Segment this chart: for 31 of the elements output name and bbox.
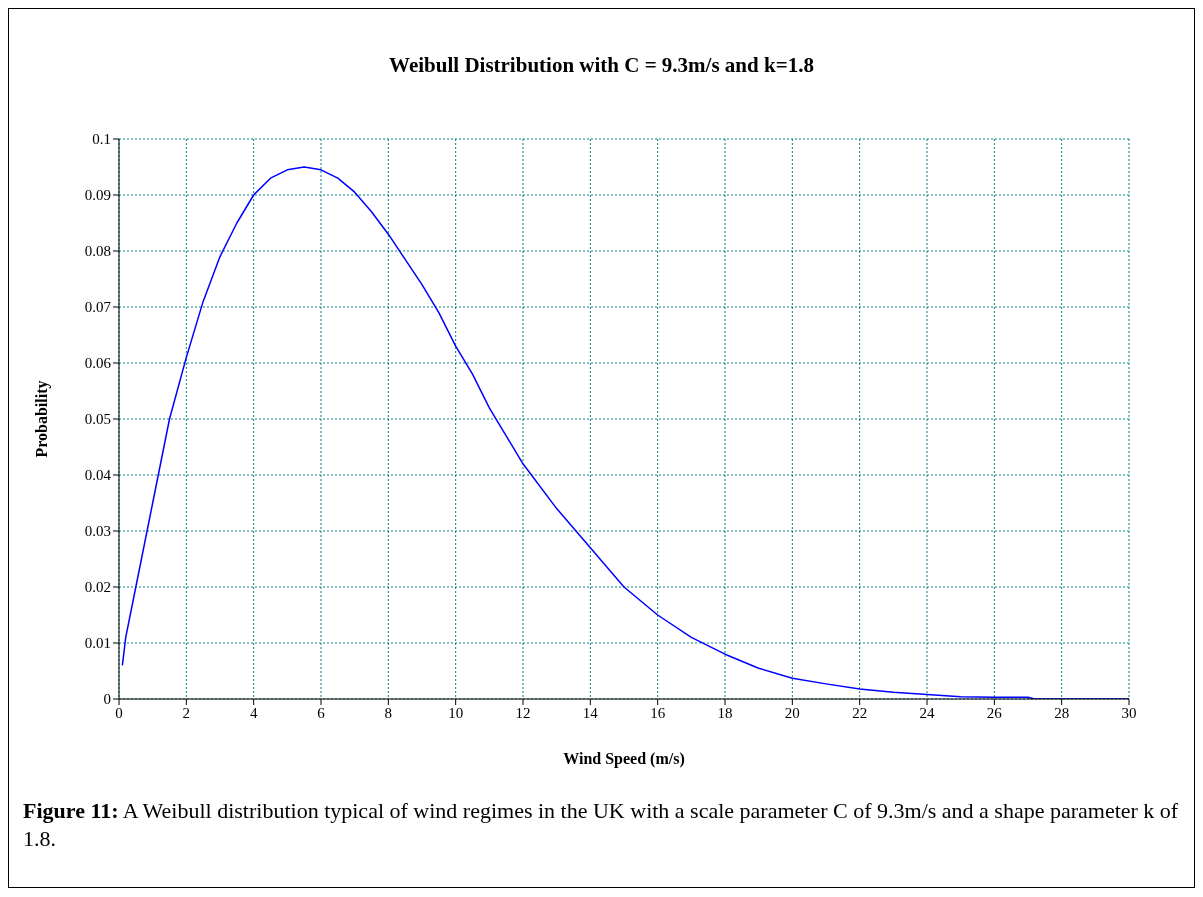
y-tick-label: 0.05 (84, 411, 111, 428)
y-tick-label: 0.06 (84, 355, 112, 372)
x-tick-label: 2 (182, 704, 191, 721)
y-tick-label: 0.02 (84, 579, 111, 596)
x-tick-label: 28 (1054, 704, 1070, 721)
y-tick-label: 0.09 (84, 187, 111, 204)
y-tick-label: 0 (103, 691, 111, 708)
x-tick-label: 24 (919, 704, 935, 721)
x-tick-label: 20 (784, 704, 800, 721)
x-tick-label: 16 (650, 704, 666, 721)
x-tick-label: 6 (317, 704, 326, 721)
x-tick-label: 12 (515, 704, 531, 721)
y-tick-label: 0.03 (84, 523, 111, 540)
y-tick-label: 0.07 (84, 299, 112, 316)
x-tick-label: 22 (852, 704, 868, 721)
x-tick-label: 30 (1121, 704, 1137, 721)
x-tick-label: 0 (115, 704, 123, 721)
y-axis-title: Probability (32, 380, 51, 458)
text: Figure 11: A Weibull distribution typical of wind regimes in the UK with a scale parameter C of 9.3m/s and a shape parameter k of 1.8. (23, 798, 1179, 851)
x-tick-label: 18 (717, 704, 733, 721)
x-tick-label: 14 (582, 704, 599, 721)
x-tick-label: 10 (448, 704, 464, 721)
chart-title: Weibull Distribution with C = 9.3m/s and k=1.8 (388, 53, 815, 78)
x-tick-label: 8 (384, 704, 393, 721)
x-tick-label: 4 (249, 704, 258, 721)
x-tick-label: 26 (986, 704, 1003, 721)
x-axis-title: Wind Speed (m/s) (563, 750, 685, 768)
y-tick-label: 0.08 (84, 243, 111, 260)
y-tick-label: 0.04 (84, 467, 112, 484)
y-tick-label: 0.1 (92, 131, 111, 148)
y-tick-label: 0.01 (84, 635, 111, 652)
